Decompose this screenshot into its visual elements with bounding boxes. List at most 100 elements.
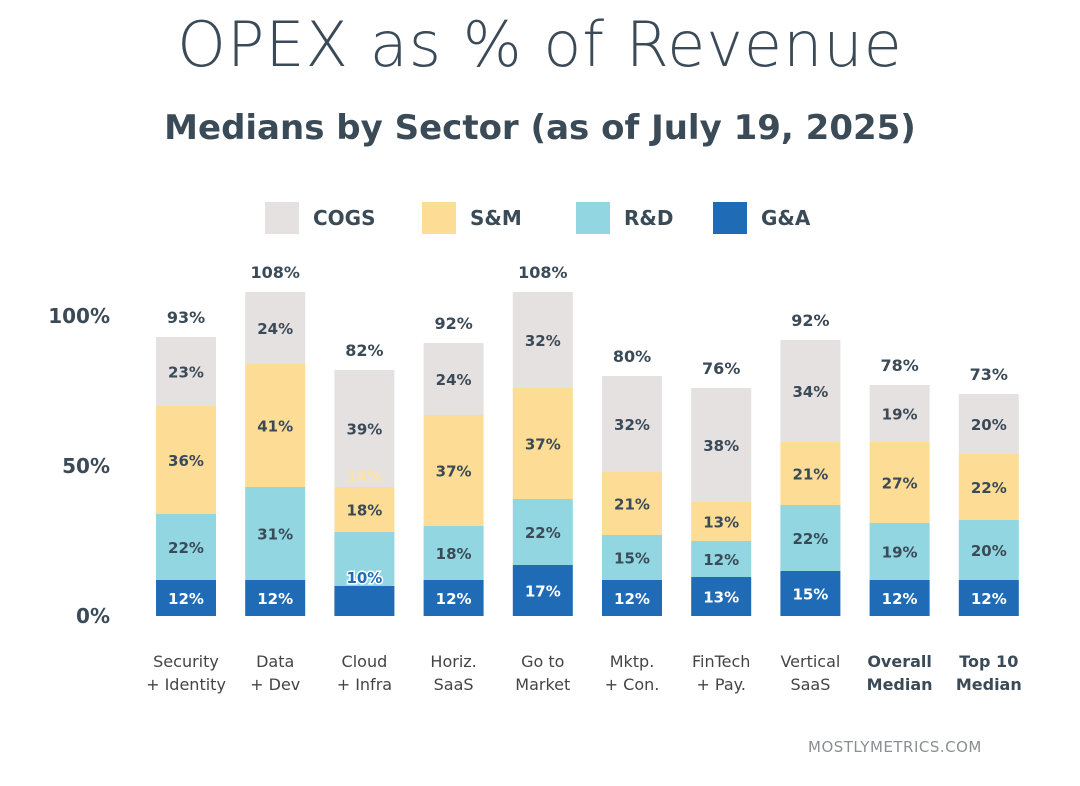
legend-swatch-ga	[713, 202, 747, 234]
data-label: 12%	[882, 590, 918, 608]
bar-segment-sm	[156, 406, 216, 514]
total-label: 80%	[613, 347, 651, 366]
bar-segment-rd	[780, 505, 841, 571]
bar-segment-cogs	[602, 376, 662, 472]
category-label: Vertical	[780, 652, 840, 671]
bar-segment-rd	[245, 487, 306, 580]
category-label: + Dev	[250, 675, 300, 694]
bar-segment-sm	[423, 415, 484, 526]
bar-segment-rd	[423, 526, 484, 580]
bar-segment-cogs	[958, 394, 1019, 454]
data-label: 13%	[703, 589, 739, 607]
bar-segment-rd	[156, 514, 216, 580]
bar-segment-cogs	[869, 385, 930, 442]
category-label: Mktp.	[610, 652, 655, 671]
category-label: + Con.	[605, 675, 660, 694]
data-label: 24%	[257, 320, 293, 338]
data-label: 20%	[971, 416, 1007, 434]
category-label: SaaS	[790, 675, 830, 694]
category-label: Top 10	[959, 652, 1018, 671]
bar-segment-cogs	[512, 292, 573, 388]
total-label: 76%	[702, 359, 740, 378]
data-label: 12%	[436, 590, 472, 608]
bar-segment-cogs	[245, 292, 306, 364]
data-label: 34%	[792, 383, 828, 401]
total-label: 108%	[250, 263, 299, 282]
bar-segment-cogs	[780, 340, 841, 442]
data-label: 19%	[882, 544, 918, 562]
category-label: Cloud	[342, 652, 388, 671]
data-label: 15%	[614, 550, 650, 568]
data-label: 36%	[168, 452, 204, 470]
data-label: 37%	[525, 436, 561, 454]
data-label: 12%	[614, 590, 650, 608]
legend: COGS S&M R&D G&A	[0, 198, 1080, 238]
data-label: 10%	[346, 569, 382, 587]
bar-segment-rd	[512, 499, 573, 565]
total-label: 92%	[434, 314, 472, 333]
bar-segment-rd	[334, 532, 395, 586]
data-label: 22%	[168, 539, 204, 557]
data-label: 37%	[436, 463, 472, 481]
data-label: 12%	[703, 551, 739, 569]
legend-label-rd: R&D	[624, 206, 674, 230]
data-label: 13%	[703, 514, 739, 532]
bar-segment-ga	[245, 580, 306, 616]
category-label: Median	[867, 675, 933, 694]
data-label: 32%	[614, 416, 650, 434]
legend-label-sm: S&M	[470, 206, 522, 230]
data-label: 23%	[168, 364, 204, 382]
bar-segment-ga	[780, 571, 841, 616]
data-label: 41%	[257, 418, 293, 436]
legend-item-rd: R&D	[576, 198, 673, 238]
category-label: + Identity	[146, 675, 226, 694]
bar-segment-ga	[602, 580, 662, 616]
bar-segment-ga	[156, 580, 216, 616]
bar-segment-ga	[869, 580, 930, 616]
bar-segment-sm	[334, 487, 395, 532]
data-label: 12%	[168, 590, 204, 608]
bar-segment-rd	[869, 523, 930, 580]
chart-subtitle: Medians by Sector (as of July 19, 2025)	[164, 108, 916, 148]
category-label: SaaS	[434, 675, 474, 694]
data-label: 15%	[792, 586, 828, 604]
total-label: 93%	[167, 308, 205, 327]
legend-item-ga: G&A	[713, 198, 810, 238]
data-label: 39%	[346, 421, 382, 439]
data-label: 18%	[346, 502, 382, 520]
y-tick-label: 100%	[48, 304, 110, 328]
bar-segment-ga	[512, 565, 573, 616]
bar-segment-cogs	[156, 337, 216, 406]
legend-item-cogs: COGS	[265, 198, 376, 238]
bar-segment-ga	[423, 580, 484, 616]
category-label: Market	[515, 675, 570, 694]
data-label: 32%	[525, 332, 561, 350]
bar-segment-sm	[780, 442, 841, 505]
data-label: 22%	[971, 479, 1007, 497]
category-label: Overall	[867, 652, 932, 671]
category-label: + Infra	[337, 675, 392, 694]
data-label: 21%	[792, 466, 828, 484]
category-label: + Pay.	[696, 675, 746, 694]
legend-swatch-cogs	[265, 202, 299, 234]
bar-segment-rd	[602, 535, 662, 580]
category-label: Data	[256, 652, 294, 671]
y-tick-label: 0%	[76, 604, 110, 628]
bar-segment-sm	[245, 364, 306, 487]
total-label: 73%	[970, 365, 1008, 384]
data-label: 27%	[882, 475, 918, 493]
category-label: Go to	[521, 652, 564, 671]
total-label: 78%	[880, 356, 918, 375]
legend-label-ga: G&A	[761, 206, 811, 230]
source-credit: MOSTLYMETRICS.COM	[808, 738, 982, 756]
data-label: 19%	[882, 406, 918, 424]
bar-segment-sm	[691, 502, 752, 541]
data-label: 17%	[525, 583, 561, 601]
bar-segment-ga	[958, 580, 1019, 616]
faded-label: 14%	[346, 467, 382, 485]
chart-title: OPEX as % of Revenue	[177, 8, 903, 81]
data-label: 22%	[792, 530, 828, 548]
bar-segment-sm	[958, 454, 1019, 520]
category-label: Horiz.	[430, 652, 476, 671]
